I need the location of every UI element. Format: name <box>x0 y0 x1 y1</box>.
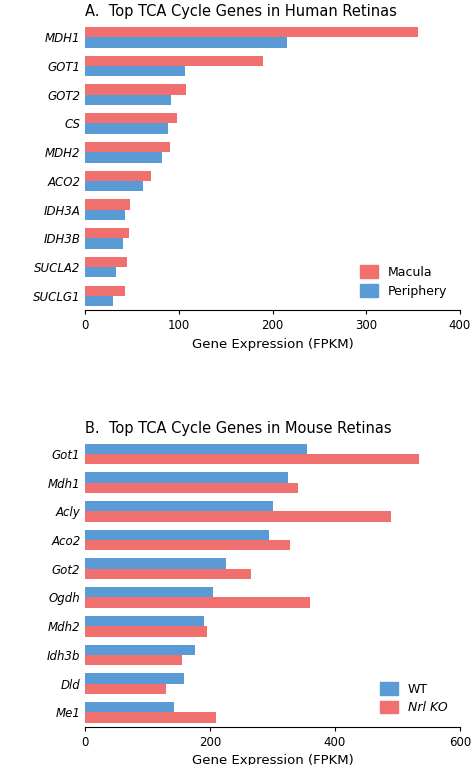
Bar <box>85 645 194 655</box>
Bar <box>85 123 168 134</box>
Legend: WT, Nrl KO: WT, Nrl KO <box>374 675 454 721</box>
Bar <box>85 181 143 191</box>
Bar <box>85 267 116 278</box>
Bar <box>85 210 125 220</box>
Bar <box>85 454 419 464</box>
Bar <box>85 655 182 666</box>
Bar <box>85 66 185 76</box>
Bar <box>85 588 213 597</box>
X-axis label: Gene Expression (FPKM): Gene Expression (FPKM) <box>191 754 354 765</box>
Bar <box>85 702 174 712</box>
Bar <box>85 56 263 66</box>
Bar <box>85 684 166 694</box>
Bar <box>85 712 216 723</box>
Bar <box>85 113 177 123</box>
Bar <box>85 257 127 267</box>
Bar <box>85 95 172 105</box>
Bar <box>85 673 184 684</box>
Bar <box>85 511 391 522</box>
Bar <box>85 200 130 210</box>
Bar <box>85 472 288 483</box>
Bar <box>85 142 170 152</box>
Bar <box>85 171 151 181</box>
Bar <box>85 84 186 95</box>
Bar <box>85 37 287 47</box>
Bar <box>85 483 298 493</box>
Bar <box>85 540 290 550</box>
Bar <box>85 285 125 296</box>
Bar <box>85 501 273 511</box>
Bar <box>85 529 269 540</box>
Bar <box>85 616 204 627</box>
Bar <box>85 152 162 162</box>
Text: A.  Top TCA Cycle Genes in Human Retinas: A. Top TCA Cycle Genes in Human Retinas <box>85 4 397 19</box>
Bar <box>85 627 207 636</box>
Bar <box>85 296 113 306</box>
X-axis label: Gene Expression (FPKM): Gene Expression (FPKM) <box>191 338 354 351</box>
Text: B.  Top TCA Cycle Genes in Mouse Retinas: B. Top TCA Cycle Genes in Mouse Retinas <box>85 421 392 435</box>
Bar <box>85 239 123 249</box>
Bar <box>85 558 226 568</box>
Bar <box>85 27 418 37</box>
Legend: Macula, Periphery: Macula, Periphery <box>354 259 454 304</box>
Bar <box>85 444 307 454</box>
Bar <box>85 568 251 579</box>
Bar <box>85 597 310 608</box>
Bar <box>85 228 129 239</box>
